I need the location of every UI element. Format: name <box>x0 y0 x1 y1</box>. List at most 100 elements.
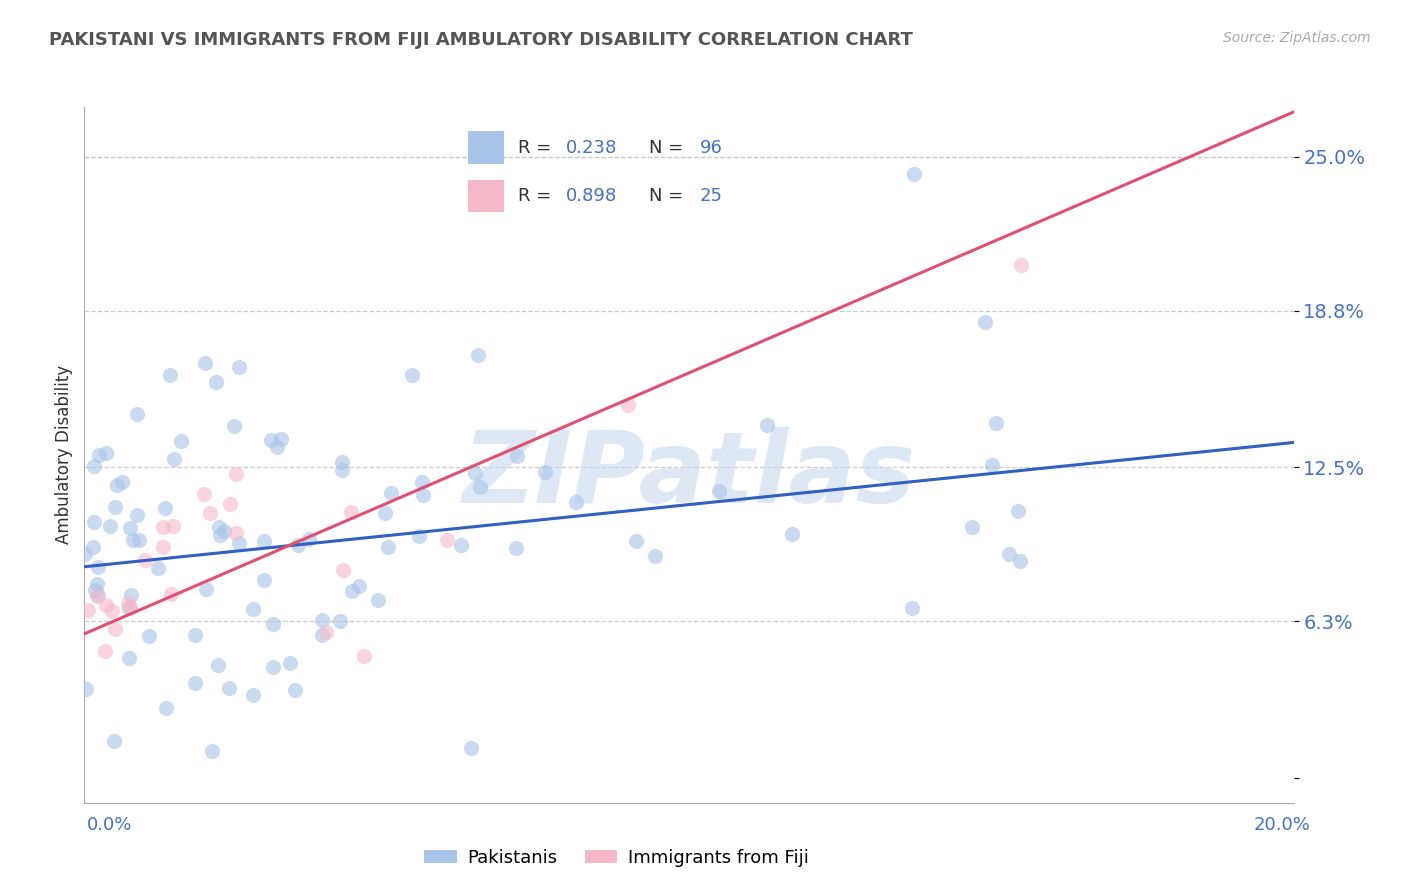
Point <box>155 700 177 714</box>
Point <box>118 651 141 665</box>
Point <box>377 541 399 555</box>
Point <box>644 549 666 563</box>
Point <box>340 505 363 519</box>
Point <box>193 487 215 501</box>
Point <box>128 533 150 547</box>
Point <box>205 376 228 390</box>
Point <box>212 524 235 538</box>
Point <box>332 563 354 577</box>
Text: Source: ZipAtlas.com: Source: ZipAtlas.com <box>1223 31 1371 45</box>
Point <box>207 657 229 672</box>
Point <box>87 448 110 462</box>
Text: ZIPatlas: ZIPatlas <box>463 427 915 524</box>
Point <box>94 598 117 612</box>
Point <box>534 465 557 479</box>
Point <box>87 588 110 602</box>
Point <box>1010 554 1032 568</box>
Point <box>340 583 363 598</box>
Point <box>163 452 186 467</box>
Point <box>780 526 803 541</box>
Point <box>228 536 250 550</box>
Point <box>973 315 995 329</box>
Point <box>94 446 117 460</box>
Point <box>997 547 1019 561</box>
Point <box>225 467 247 482</box>
Point <box>287 538 309 552</box>
Point <box>506 449 529 463</box>
Y-axis label: Ambulatory Disability: Ambulatory Disability <box>55 366 73 544</box>
Legend: Pakistanis, Immigrants from Fiji: Pakistanis, Immigrants from Fiji <box>416 841 815 874</box>
Point <box>411 475 433 490</box>
Point <box>242 601 264 615</box>
Point <box>127 408 149 422</box>
Point <box>76 603 98 617</box>
Point <box>470 480 492 494</box>
Point <box>218 681 240 695</box>
Point <box>146 560 169 574</box>
Point <box>270 432 292 446</box>
Point <box>86 589 108 603</box>
Point <box>755 418 778 433</box>
Point <box>626 533 648 548</box>
Point <box>262 617 284 632</box>
Point <box>311 613 333 627</box>
Point <box>118 600 141 615</box>
Point <box>94 644 117 658</box>
Point <box>104 500 127 514</box>
Point <box>209 528 232 542</box>
Point <box>262 660 284 674</box>
Point <box>86 577 108 591</box>
Point <box>984 416 1007 430</box>
Point <box>219 498 242 512</box>
Point <box>103 733 125 747</box>
Point <box>408 529 430 543</box>
Point <box>436 533 458 547</box>
Point <box>253 574 276 588</box>
Point <box>284 683 307 698</box>
Point <box>100 519 122 533</box>
Point <box>101 604 124 618</box>
Point <box>208 520 231 534</box>
Point <box>709 484 731 499</box>
Point <box>228 359 250 374</box>
Point <box>298 532 321 546</box>
Point <box>75 681 97 696</box>
Point <box>330 462 353 476</box>
Point <box>412 488 434 502</box>
Point <box>117 596 139 610</box>
Point <box>184 628 207 642</box>
Point <box>111 475 134 489</box>
Point <box>162 519 184 533</box>
Point <box>75 547 97 561</box>
Point <box>401 368 423 382</box>
Point <box>225 526 247 541</box>
Point <box>224 419 246 434</box>
Point <box>152 540 174 554</box>
Point <box>266 440 288 454</box>
Point <box>159 368 181 383</box>
Point <box>374 507 396 521</box>
Point <box>259 434 281 448</box>
Point <box>901 601 924 615</box>
Point <box>127 508 149 522</box>
Point <box>194 356 217 370</box>
Point <box>467 348 489 362</box>
Point <box>194 582 217 596</box>
Point <box>460 740 482 755</box>
Point <box>122 533 145 547</box>
Point <box>1010 258 1032 272</box>
Point <box>903 167 925 181</box>
Point <box>120 521 142 535</box>
Point <box>253 533 276 548</box>
Text: 0.0%: 0.0% <box>87 816 132 834</box>
Point <box>104 622 127 636</box>
Point <box>278 656 301 670</box>
Point <box>311 628 333 642</box>
Point <box>315 625 337 640</box>
Point <box>450 538 472 552</box>
Point <box>83 458 105 473</box>
Point <box>152 519 174 533</box>
Point <box>160 587 183 601</box>
Point <box>87 559 110 574</box>
Point <box>82 540 104 554</box>
